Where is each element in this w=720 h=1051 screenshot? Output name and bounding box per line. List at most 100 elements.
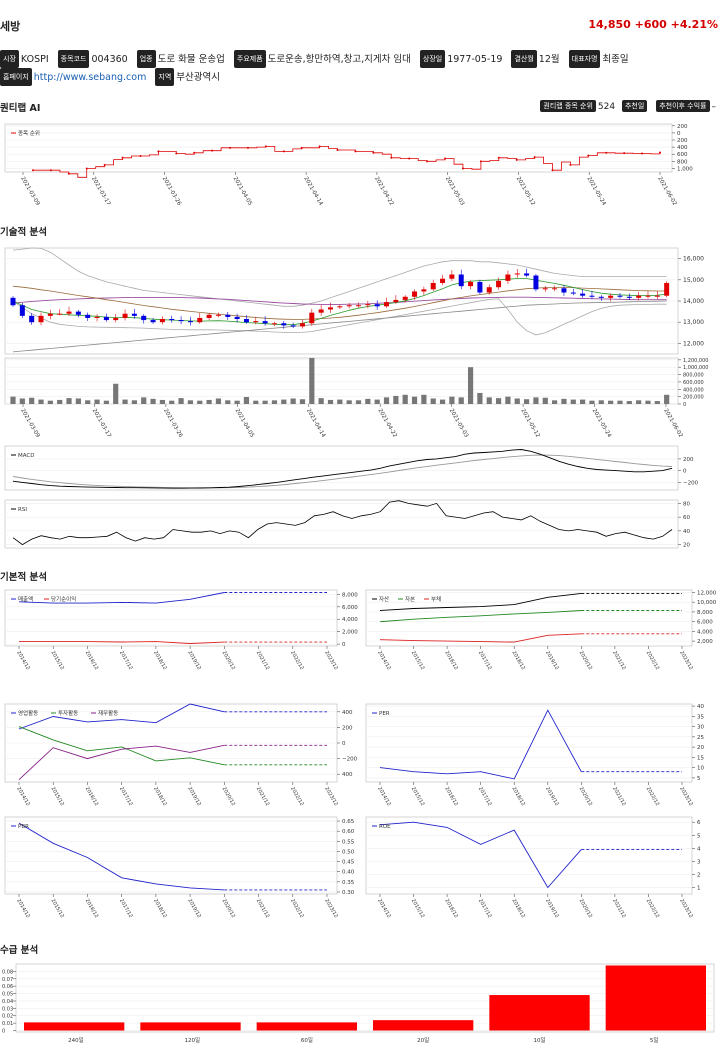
per-panel <box>365 703 695 783</box>
volume-ytick-label: 800,000 <box>683 373 704 379</box>
balance-xtick-label: 2014/12 <box>376 650 392 671</box>
rank-point <box>264 145 267 148</box>
supply-ytick-label: 0.08 <box>2 969 13 975</box>
roe-legend-label: ROE <box>379 824 391 830</box>
candle-body <box>29 315 35 323</box>
rank-ytick-label: 200 <box>677 124 688 130</box>
volume-bar <box>57 399 63 404</box>
roe-xtick-label: 2023/12 <box>678 898 694 919</box>
candle-body <box>159 319 165 323</box>
market-value: KOSPI <box>20 54 49 65</box>
volume-bar <box>580 399 586 404</box>
rank-point <box>246 146 249 149</box>
volume-bar <box>187 400 194 404</box>
balance-ytick-label: 8,000 <box>697 610 713 616</box>
candle-body <box>262 321 268 324</box>
per-xtick-label: 2020/12 <box>578 786 594 807</box>
sales-xtick-label: 2017/12 <box>118 650 134 671</box>
volume-xtick-label: 2021-04-05 <box>234 408 255 439</box>
balance-xtick-label: 2020/12 <box>578 650 594 671</box>
volume-bar <box>225 400 231 404</box>
volume-bar <box>10 396 16 404</box>
volume-bar <box>337 399 343 404</box>
product-tag: 주요제품 <box>233 50 266 68</box>
roe-panel <box>365 816 695 895</box>
per-xtick-label: 2015/12 <box>410 786 426 807</box>
volume-bar <box>103 400 109 404</box>
pbr-ytick-label: 0.50 <box>342 849 355 855</box>
sales-legend-label: 매출액 <box>18 595 33 603</box>
homepage-link[interactable]: http://www.sebang.com <box>33 72 147 83</box>
volume-bar <box>486 397 492 404</box>
volume-bar <box>523 399 530 404</box>
volume-bar <box>411 396 418 404</box>
cashflow-xtick-label: 2023/12 <box>323 786 339 807</box>
volume-bar <box>533 397 539 404</box>
sales-series-line <box>18 592 225 604</box>
rank-point <box>139 155 142 157</box>
rank-ytick-label: 800 <box>677 159 688 165</box>
rank-point <box>605 151 608 154</box>
rank-bar: 퀀티랩 종목 순위 524 추천일 추천이후 수익률 – <box>536 100 716 112</box>
volume-ytick-label: 400,000 <box>683 387 704 393</box>
volume-bar <box>85 400 91 404</box>
volume-bar <box>113 383 119 404</box>
volume-bar <box>122 399 128 404</box>
volume-bar <box>346 400 352 404</box>
rank-point <box>318 145 321 148</box>
rank-value: 524 <box>597 102 616 112</box>
balance-xtick-label: 2018/12 <box>510 650 526 671</box>
moving-average-60-line <box>12 296 667 305</box>
volume-bar <box>29 397 35 404</box>
pbr-xtick-label: 2016/12 <box>84 898 100 919</box>
listed-tag: 상장일 <box>419 50 446 68</box>
balance-panel <box>365 589 695 647</box>
pbr-ytick-label: 0.55 <box>342 839 355 845</box>
rank-xtick-label: 2021-03-09 <box>19 176 40 207</box>
balance-xtick-label: 2022/12 <box>645 650 661 671</box>
candle-body <box>206 314 212 318</box>
section-fundamental: 기본적 분석 <box>0 572 48 583</box>
macd-panel <box>4 445 681 491</box>
roe-xtick-label: 2022/12 <box>645 898 661 919</box>
volume-frame <box>4 357 679 405</box>
per-xtick-label: 2019/12 <box>544 786 560 807</box>
candle-body <box>66 311 72 314</box>
candle-body <box>85 314 91 318</box>
ceo-tag: 대표자명 <box>568 50 601 68</box>
supply-ytick-label: 0.03 <box>2 1006 13 1012</box>
candle-body <box>356 305 362 307</box>
cashflow-ytick-label: 400 <box>342 710 353 716</box>
volume-bar <box>66 398 72 404</box>
sales-ytick-label: 4,000 <box>342 617 358 623</box>
rec-return-tag: 추천이후 수익률 <box>656 100 710 112</box>
cashflow-ytick-label: −200 <box>342 757 358 763</box>
per-xtick-label: 2023/12 <box>678 786 694 807</box>
section-quantum: 퀀티랩 AI <box>0 103 41 114</box>
candle-body <box>150 320 156 323</box>
candle-body <box>346 305 352 307</box>
rank-point <box>229 146 232 149</box>
rank-xtick-label: 2021-05-24 <box>585 176 606 207</box>
cashflow-ytick-label: 0 <box>342 741 346 747</box>
pbr-series-line <box>18 822 225 891</box>
roe-ytick-label: 5 <box>697 833 701 839</box>
per-ytick-label: 20 <box>697 745 704 751</box>
macd-ytick-label: 200 <box>683 457 694 463</box>
pbr-ytick-label: 0.35 <box>342 880 355 886</box>
candle-body <box>664 282 670 296</box>
pbr-xtick-label: 2018/12 <box>152 898 168 919</box>
fiscal-tag: 결산월 <box>511 50 537 68</box>
supply-ytick-label: 0.02 <box>2 1014 13 1020</box>
rank-point <box>49 169 52 172</box>
candle-body <box>281 323 287 326</box>
candle-body <box>365 304 371 306</box>
rank-point <box>408 157 411 160</box>
candle-body <box>243 319 249 323</box>
sales-ytick-label: 6,000 <box>342 605 358 611</box>
candle-body <box>271 323 277 325</box>
candle-body <box>57 313 63 315</box>
homepage-tag: 홈페이지 <box>0 68 32 86</box>
candle-body <box>589 295 595 297</box>
